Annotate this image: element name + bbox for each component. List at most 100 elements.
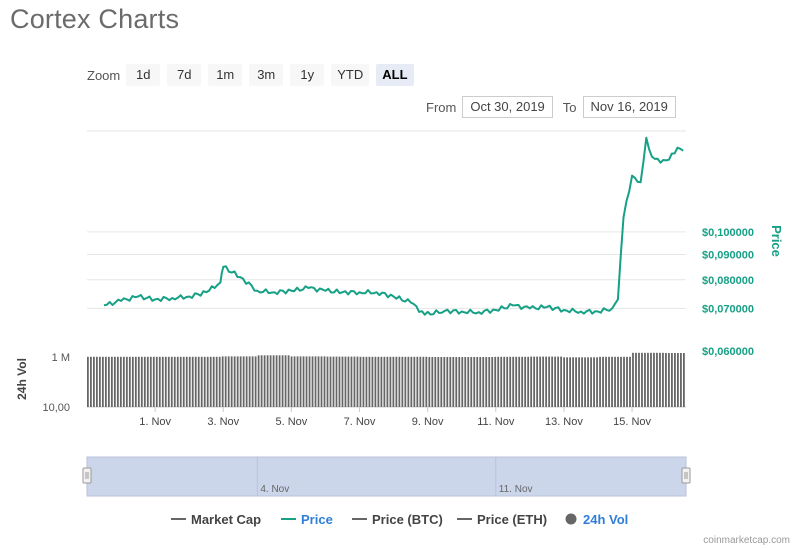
volume-bar: [335, 356, 338, 407]
zoom-1d-button[interactable]: 1d: [126, 64, 161, 86]
volume-bar: [413, 356, 416, 407]
volume-bar: [308, 356, 311, 407]
navigator-range[interactable]: [86, 456, 687, 497]
volume-bar: [245, 356, 248, 407]
volume-bar: [587, 357, 589, 407]
volume-bar: [209, 356, 212, 407]
navigator-left-handle[interactable]: [82, 467, 92, 484]
volume-bar: [653, 352, 655, 407]
volume-bar: [614, 356, 616, 407]
volume-bar: [188, 356, 191, 407]
volume-bar: [323, 356, 326, 407]
zoom-ytd-button[interactable]: YTD: [331, 64, 370, 86]
volume-bar: [386, 356, 389, 407]
volume-bar: [224, 356, 227, 407]
volume-bar: [617, 356, 619, 407]
volume-bar: [191, 356, 194, 407]
volume-bar: [137, 356, 140, 407]
volume-bar: [578, 357, 580, 407]
volume-bar: [101, 356, 104, 407]
volume-bar: [365, 356, 368, 407]
legend-item-price[interactable]: Price: [301, 512, 333, 527]
volume-bar: [215, 356, 218, 407]
volume-bar: [299, 356, 302, 407]
volume-bar: [347, 356, 350, 407]
volume-bar: [470, 357, 473, 407]
volume-bar: [557, 356, 560, 407]
navigator-right-handle[interactable]: [681, 467, 691, 484]
volume-bar: [113, 356, 116, 407]
volume-bar: [116, 356, 119, 407]
legend-symbol: [565, 513, 577, 525]
volume-bar: [518, 356, 521, 407]
x-tick-label: 9. Nov: [412, 416, 444, 428]
volume-bar: [203, 356, 206, 407]
volume-bar: [482, 357, 485, 407]
volume-bar: [254, 356, 257, 407]
legend-item-market-cap[interactable]: Market Cap: [191, 512, 261, 527]
volume-bar: [143, 356, 146, 407]
volume-bar: [626, 356, 628, 407]
from-date-input[interactable]: Oct 30, 2019: [462, 96, 553, 118]
volume-bar: [533, 356, 536, 407]
volume-bar: [263, 355, 266, 407]
volume-bar: [107, 356, 110, 407]
volume-bar: [281, 355, 284, 407]
volume-bar: [464, 357, 467, 407]
zoom-3m-button[interactable]: 3m: [249, 64, 284, 86]
volume-bar: [524, 356, 527, 407]
volume-bar: [356, 356, 359, 407]
volume-bar: [668, 353, 670, 407]
volume-bar: [581, 357, 583, 407]
chart-credit[interactable]: coinmarketcap.com: [703, 535, 790, 546]
volume-bar: [110, 356, 113, 407]
x-tick-label: 3. Nov: [207, 416, 239, 428]
volume-bar: [509, 356, 512, 407]
legend-item-price-eth[interactable]: Price (ETH): [477, 512, 547, 527]
volume-bar: [527, 356, 530, 407]
x-tick-label: 5. Nov: [275, 416, 307, 428]
zoom-1m-button[interactable]: 1m: [208, 64, 243, 86]
legend-item-price-btc[interactable]: Price (BTC): [372, 512, 443, 527]
volume-bar: [680, 353, 682, 407]
volume-bar: [377, 356, 380, 407]
volume-bar: [584, 357, 586, 407]
price-series-line[interactable]: [103, 136, 684, 316]
volume-bar: [683, 353, 685, 407]
volume-bar: [641, 352, 643, 407]
volume-bar: [506, 356, 509, 407]
volume-bar: [329, 356, 332, 407]
volume-bar: [425, 356, 428, 407]
volume-bar: [593, 357, 595, 407]
volume-bar: [134, 356, 137, 407]
volume-bar: [170, 356, 173, 407]
volume-bar: [374, 356, 377, 407]
volume-bar: [239, 356, 242, 407]
volume-bar: [497, 356, 500, 407]
legend-item-24h-vol[interactable]: 24h Vol: [583, 512, 628, 527]
volume-bar: [284, 355, 287, 407]
volume-bar: [332, 356, 335, 407]
price-tick-label: $0,080000: [702, 275, 754, 287]
volume-bar: [530, 356, 533, 407]
to-date-input[interactable]: Nov 16, 2019: [582, 96, 676, 118]
volume-bar: [467, 357, 470, 407]
volume-bar: [398, 356, 401, 407]
volume-bar: [368, 356, 371, 407]
volume-bar: [494, 356, 497, 407]
volume-bar: [428, 357, 431, 407]
volume-bar: [491, 357, 494, 407]
volume-bar: [632, 352, 634, 407]
volume-bar: [650, 352, 652, 407]
volume-bar: [488, 357, 491, 407]
volume-bar: [611, 356, 613, 407]
zoom-7d-button[interactable]: 7d: [167, 64, 202, 86]
volume-bar: [296, 356, 299, 407]
navigator-label: 11. Nov: [499, 484, 533, 495]
volume-bar: [161, 356, 164, 407]
zoom-1y-button[interactable]: 1y: [290, 64, 325, 86]
volume-bar: [125, 356, 128, 407]
zoom-all-button[interactable]: ALL: [376, 64, 414, 86]
volume-bar: [431, 357, 434, 407]
